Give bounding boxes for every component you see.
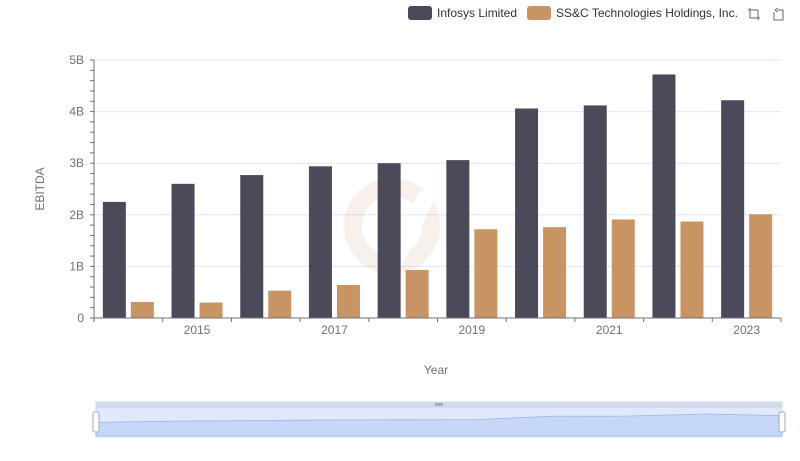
zoom-icon[interactable] <box>746 6 762 22</box>
bar-ssc-2017 <box>336 284 360 318</box>
bar-ssc-2014 <box>130 302 154 318</box>
x-axis: 2015 2017 2019 2021 2023 <box>93 317 782 337</box>
x-axis-title: Year <box>424 363 448 377</box>
y-tick-label: 1B <box>69 259 84 273</box>
x-tick-label: 2019 <box>458 323 485 337</box>
bar-infosys-2020 <box>515 108 539 318</box>
datazoom-right-handle[interactable] <box>778 411 786 433</box>
x-tick-label: 2017 <box>321 323 348 337</box>
y-tick-label: 5B <box>69 53 84 67</box>
bar-ssc-2015 <box>199 302 223 318</box>
y-tick-label: 0 <box>77 311 84 325</box>
y-axis: 0 1B 2B 3B 4B 5B <box>69 53 95 325</box>
legend-item-ssc[interactable]: SS&C Technologies Holdings, Inc. <box>527 6 738 20</box>
bar-ssc-2019 <box>474 229 498 318</box>
bar-infosys-2015 <box>171 183 195 318</box>
toolbox <box>746 6 786 22</box>
y-axis-title: EBITDA <box>33 167 47 210</box>
legend-swatch-ssc <box>527 6 552 20</box>
bar-ssc-2018 <box>405 270 429 318</box>
bar-ssc-2021 <box>611 219 635 318</box>
bar-ssc-2022 <box>680 221 704 318</box>
datazoom-preview-area <box>95 413 783 437</box>
bar-infosys-2018 <box>377 163 401 318</box>
datazoom-slider[interactable] <box>92 401 786 438</box>
legend: Infosys Limited SS&C Technologies Holdin… <box>408 4 738 22</box>
datazoom-drag-grip[interactable] <box>435 403 443 406</box>
legend-label-infosys: Infosys Limited <box>437 6 518 20</box>
x-tick-label: 2023 <box>733 323 760 337</box>
datazoom-left-handle[interactable] <box>92 411 100 433</box>
x-tick-label: 2015 <box>184 323 211 337</box>
x-tick-label: 2021 <box>596 323 623 337</box>
bar-infosys-2016 <box>240 175 264 318</box>
bar-ssc-2020 <box>543 227 567 318</box>
bar-ssc-2023 <box>749 214 773 318</box>
legend-item-infosys[interactable]: Infosys Limited <box>408 6 517 20</box>
bar-infosys-2022 <box>652 74 676 318</box>
legend-swatch-infosys <box>408 6 432 20</box>
bar-ssc-2016 <box>268 290 292 318</box>
bar-infosys-2019 <box>446 160 470 318</box>
bar-infosys-2023 <box>721 100 745 318</box>
bars <box>102 74 773 319</box>
restore-icon[interactable] <box>770 6 786 22</box>
bar-infosys-2014 <box>102 201 126 318</box>
bar-infosys-2021 <box>583 105 607 319</box>
y-tick-label: 4B <box>69 105 84 119</box>
grid <box>94 59 781 319</box>
bar-infosys-2017 <box>308 166 332 318</box>
y-tick-label: 2B <box>69 208 84 222</box>
y-tick-label: 3B <box>69 156 84 170</box>
legend-label-ssc: SS&C Technologies Holdings, Inc. <box>556 6 738 20</box>
